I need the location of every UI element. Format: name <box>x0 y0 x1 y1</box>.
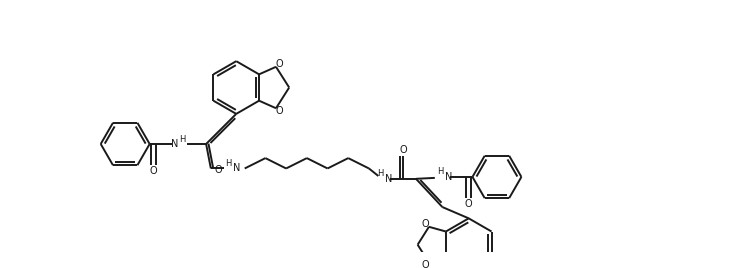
Text: N: N <box>233 163 241 173</box>
Text: O: O <box>149 166 158 176</box>
Text: O: O <box>276 59 283 69</box>
Text: O: O <box>399 145 406 155</box>
Text: H: H <box>437 167 444 176</box>
Text: H: H <box>377 169 383 178</box>
Text: N: N <box>445 172 453 182</box>
Text: H: H <box>180 135 185 144</box>
Text: H: H <box>225 159 232 168</box>
Text: N: N <box>171 139 178 149</box>
Text: O: O <box>422 260 429 268</box>
Text: O: O <box>422 219 429 229</box>
Text: N: N <box>385 174 392 184</box>
Text: O: O <box>276 106 283 116</box>
Text: O: O <box>215 165 222 175</box>
Text: O: O <box>465 199 473 209</box>
